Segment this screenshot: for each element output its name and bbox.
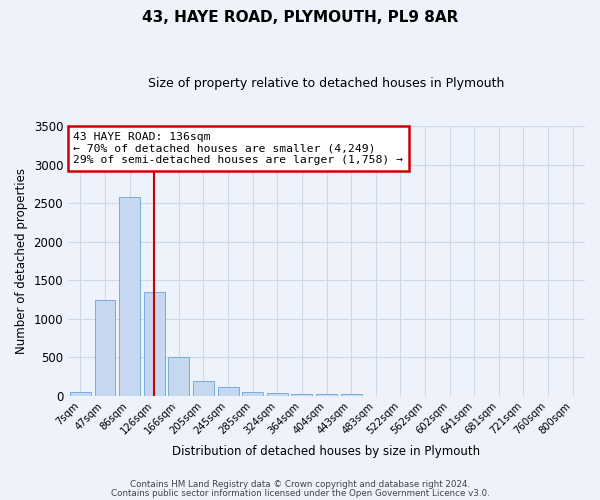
Bar: [267, 394, 288, 396]
Bar: [242, 392, 263, 396]
Text: 43, HAYE ROAD, PLYMOUTH, PL9 8AR: 43, HAYE ROAD, PLYMOUTH, PL9 8AR: [142, 10, 458, 25]
X-axis label: Distribution of detached houses by size in Plymouth: Distribution of detached houses by size …: [172, 444, 481, 458]
Bar: [95, 300, 115, 396]
Bar: [70, 392, 91, 396]
Text: Contains public sector information licensed under the Open Government Licence v3: Contains public sector information licen…: [110, 490, 490, 498]
Bar: [144, 292, 164, 396]
Bar: [292, 394, 313, 396]
Title: Size of property relative to detached houses in Plymouth: Size of property relative to detached ho…: [148, 78, 505, 90]
Bar: [341, 394, 362, 396]
Bar: [119, 197, 140, 396]
Bar: [169, 357, 189, 396]
Bar: [218, 387, 239, 396]
Bar: [193, 380, 214, 396]
Text: 43 HAYE ROAD: 136sqm
← 70% of detached houses are smaller (4,249)
29% of semi-de: 43 HAYE ROAD: 136sqm ← 70% of detached h…: [73, 132, 403, 165]
Bar: [316, 394, 337, 396]
Y-axis label: Number of detached properties: Number of detached properties: [15, 168, 28, 354]
Text: Contains HM Land Registry data © Crown copyright and database right 2024.: Contains HM Land Registry data © Crown c…: [130, 480, 470, 489]
